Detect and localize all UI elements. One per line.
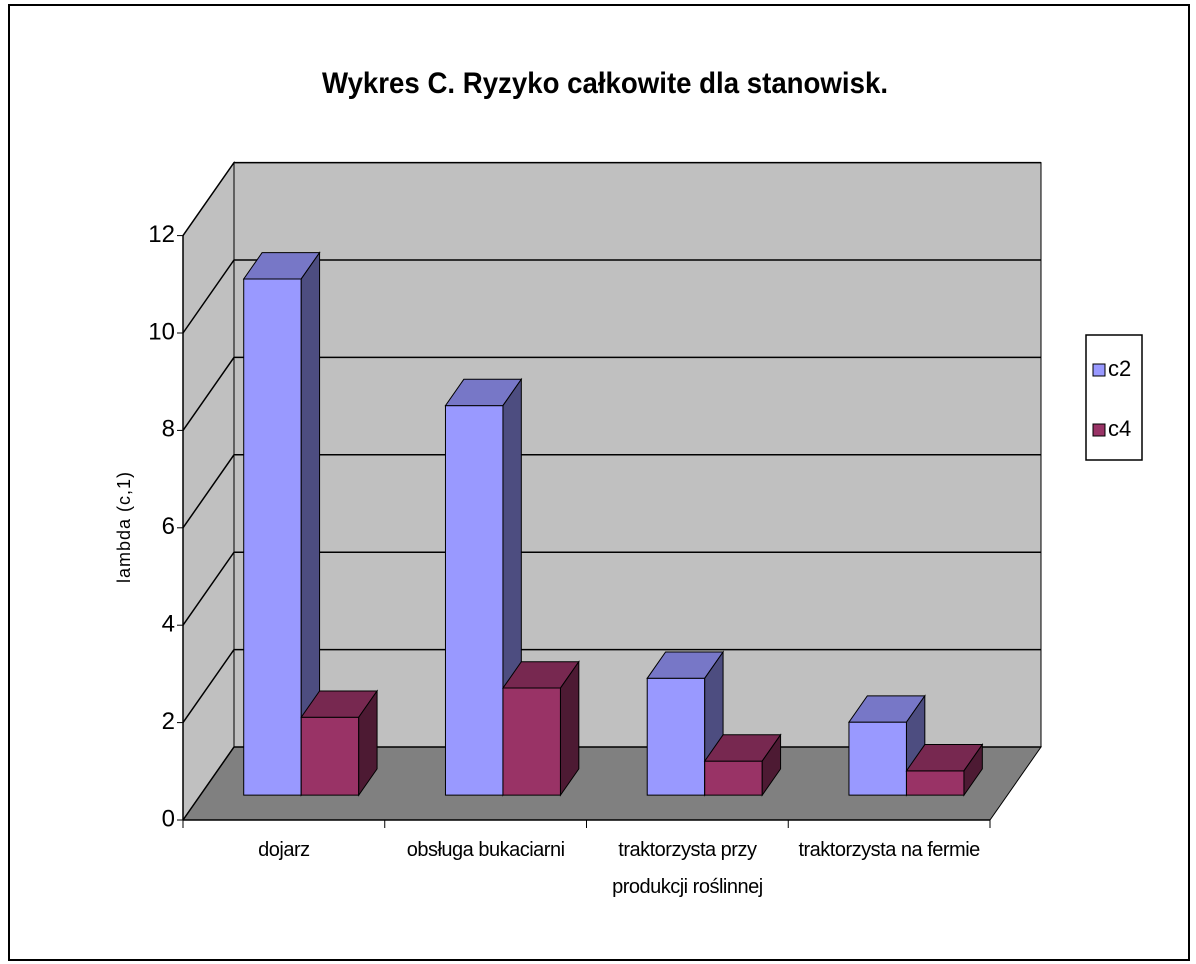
x-tick-label-box: dojarz <box>258 839 310 861</box>
x-tick-label-box: obsługa bukaciarni <box>406 839 565 861</box>
bar-side <box>358 689 378 797</box>
grid-line <box>182 551 1041 626</box>
bar-front <box>502 687 561 796</box>
y-tick-label: 12 <box>148 221 175 248</box>
legend-label: c2 <box>1108 356 1131 381</box>
legend-swatch <box>1092 423 1106 437</box>
legend-box <box>1085 334 1143 461</box>
x-tick-label: obsługa bukaciarni <box>406 839 565 861</box>
bar-front <box>300 716 360 796</box>
bar-side <box>559 660 580 797</box>
y-tick-label: 8 <box>162 416 175 443</box>
y-axis-label: lambda (c,1) <box>114 471 134 583</box>
grid-line <box>182 259 1041 334</box>
y-tick-label: 10 <box>148 318 175 345</box>
y-tick-label: 6 <box>162 513 175 540</box>
legend-swatch <box>1092 363 1106 377</box>
bar-front <box>848 721 907 796</box>
grid-line <box>182 161 1041 237</box>
y-tick-label: 4 <box>162 611 175 638</box>
x-tick-label: traktorzysta na fermie <box>798 839 980 861</box>
bar-front <box>444 405 504 796</box>
grid-line <box>182 648 1041 724</box>
chart-title: Wykres C. Ryzyko całkowite dla stanowisk… <box>322 67 888 100</box>
bar-front <box>646 677 706 796</box>
bar-front <box>704 760 763 796</box>
x-tick-label: dojarz <box>258 839 310 861</box>
legend-label: c4 <box>1108 416 1131 441</box>
x-tick-label-box: traktorzysta przy produkcji roślinnej <box>612 839 763 898</box>
bar-front <box>905 770 965 796</box>
y-tick-label: 0 <box>162 805 175 832</box>
y-tick-label: 2 <box>162 708 175 735</box>
bar-side <box>963 742 983 797</box>
grid-line <box>182 356 1041 431</box>
grid-line <box>182 454 1041 529</box>
x-tick-label: traktorzysta przy produkcji roślinnej <box>612 839 763 898</box>
x-tick-label-box: traktorzysta na fermie <box>798 839 980 861</box>
bar-side <box>761 733 782 797</box>
bar-front <box>243 278 302 796</box>
